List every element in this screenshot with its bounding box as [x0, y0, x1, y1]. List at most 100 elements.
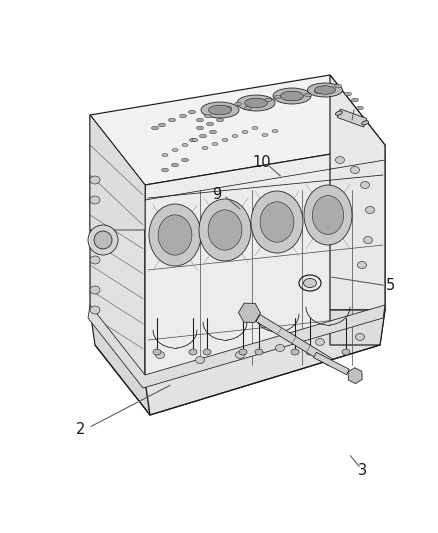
Ellipse shape — [335, 84, 342, 88]
Ellipse shape — [273, 88, 311, 104]
Ellipse shape — [192, 139, 198, 141]
Ellipse shape — [304, 185, 352, 245]
Ellipse shape — [294, 96, 301, 100]
Ellipse shape — [325, 87, 332, 91]
Ellipse shape — [208, 105, 231, 115]
Ellipse shape — [356, 334, 364, 341]
Ellipse shape — [236, 351, 244, 359]
Ellipse shape — [216, 118, 223, 122]
Polygon shape — [238, 303, 261, 322]
Ellipse shape — [362, 120, 369, 125]
Ellipse shape — [265, 98, 272, 102]
Polygon shape — [145, 145, 385, 380]
Ellipse shape — [306, 349, 314, 355]
Ellipse shape — [315, 338, 325, 345]
Ellipse shape — [199, 199, 251, 261]
Polygon shape — [337, 109, 367, 127]
Ellipse shape — [206, 122, 213, 126]
Ellipse shape — [215, 110, 222, 114]
Ellipse shape — [152, 126, 159, 130]
Ellipse shape — [276, 344, 285, 351]
Ellipse shape — [162, 154, 168, 157]
Ellipse shape — [364, 237, 372, 244]
Ellipse shape — [244, 106, 251, 110]
Polygon shape — [330, 310, 385, 345]
Ellipse shape — [195, 357, 205, 364]
Ellipse shape — [251, 191, 303, 253]
Ellipse shape — [169, 118, 176, 122]
Ellipse shape — [222, 139, 228, 141]
Ellipse shape — [352, 98, 358, 102]
Ellipse shape — [209, 130, 216, 134]
Ellipse shape — [149, 204, 201, 266]
Polygon shape — [90, 115, 145, 380]
Ellipse shape — [255, 349, 263, 355]
Ellipse shape — [252, 126, 258, 130]
Ellipse shape — [94, 231, 112, 249]
Ellipse shape — [188, 110, 195, 114]
Ellipse shape — [307, 83, 343, 97]
Polygon shape — [88, 305, 385, 388]
Ellipse shape — [182, 143, 188, 147]
Text: 9: 9 — [212, 187, 222, 202]
Ellipse shape — [181, 158, 188, 161]
Ellipse shape — [203, 349, 211, 355]
Ellipse shape — [357, 106, 364, 110]
Ellipse shape — [275, 95, 282, 99]
Ellipse shape — [304, 279, 317, 287]
Ellipse shape — [88, 225, 118, 255]
Text: 10: 10 — [253, 155, 271, 170]
Ellipse shape — [365, 206, 374, 214]
Ellipse shape — [199, 134, 206, 138]
Ellipse shape — [272, 130, 278, 133]
Polygon shape — [90, 75, 385, 185]
Text: 5: 5 — [386, 278, 396, 293]
Ellipse shape — [262, 133, 268, 136]
Ellipse shape — [159, 123, 166, 127]
Ellipse shape — [237, 95, 275, 111]
Ellipse shape — [342, 349, 350, 355]
Ellipse shape — [201, 102, 239, 118]
Ellipse shape — [254, 102, 261, 106]
Ellipse shape — [197, 126, 204, 130]
Ellipse shape — [172, 149, 178, 151]
Ellipse shape — [357, 262, 367, 269]
Ellipse shape — [239, 349, 247, 355]
Ellipse shape — [153, 349, 161, 355]
Ellipse shape — [158, 215, 192, 255]
Ellipse shape — [345, 92, 352, 96]
Ellipse shape — [90, 256, 100, 264]
Ellipse shape — [197, 118, 204, 122]
Ellipse shape — [350, 166, 360, 174]
Ellipse shape — [90, 176, 100, 184]
Ellipse shape — [189, 349, 197, 355]
Ellipse shape — [285, 92, 292, 96]
Ellipse shape — [162, 168, 169, 172]
Ellipse shape — [208, 210, 242, 250]
Text: 2: 2 — [76, 422, 86, 437]
Polygon shape — [90, 115, 145, 230]
Polygon shape — [145, 310, 385, 415]
Ellipse shape — [90, 306, 100, 314]
Ellipse shape — [336, 111, 342, 115]
Ellipse shape — [360, 182, 370, 189]
Ellipse shape — [180, 114, 187, 118]
Polygon shape — [314, 352, 350, 375]
Ellipse shape — [90, 196, 100, 204]
Ellipse shape — [225, 106, 232, 110]
Ellipse shape — [291, 349, 299, 355]
Polygon shape — [348, 368, 362, 384]
Ellipse shape — [336, 157, 345, 164]
Ellipse shape — [190, 138, 197, 142]
Ellipse shape — [242, 131, 248, 133]
Ellipse shape — [260, 202, 294, 242]
Ellipse shape — [281, 91, 304, 101]
Ellipse shape — [244, 98, 268, 108]
Ellipse shape — [90, 286, 100, 294]
Ellipse shape — [212, 142, 218, 146]
Polygon shape — [90, 310, 150, 415]
Ellipse shape — [314, 90, 321, 94]
Polygon shape — [330, 75, 385, 310]
Ellipse shape — [205, 114, 212, 118]
Ellipse shape — [232, 134, 238, 138]
